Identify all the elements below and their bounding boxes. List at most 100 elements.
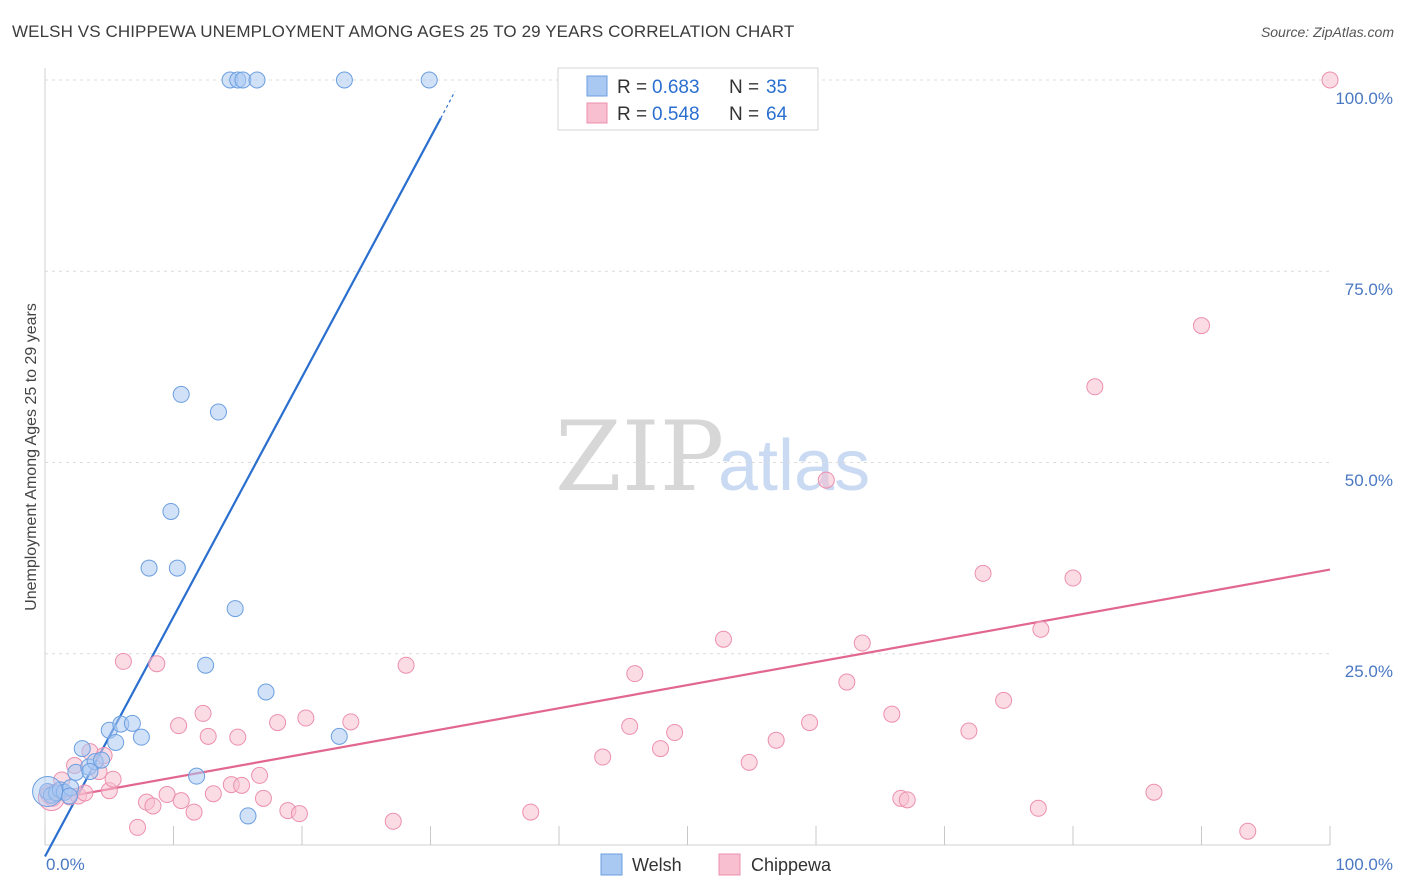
- y-axis-label: Unemployment Among Ages 25 to 29 years: [23, 303, 40, 611]
- chippewa-point: [170, 717, 188, 735]
- chippewa-point: [1321, 71, 1339, 89]
- bottom-legend-swatch-chippewa: [718, 853, 741, 876]
- welsh-point: [234, 71, 252, 89]
- welsh-point: [162, 502, 180, 520]
- chippewa-point: [838, 673, 856, 691]
- axes: [44, 68, 1331, 846]
- welsh-point: [239, 807, 257, 825]
- chippewa-point: [254, 789, 272, 807]
- welsh-point: [226, 600, 244, 618]
- welsh-points: [32, 71, 438, 825]
- chippewa-point: [114, 652, 132, 670]
- legend-swatch-chippewa: [586, 102, 608, 124]
- welsh-trend-extension: [440, 91, 456, 119]
- legend-chippewa-n-value: 64: [766, 104, 788, 125]
- welsh-point: [140, 559, 158, 577]
- legend-welsh-r-label: R =: [617, 77, 647, 98]
- welsh-point: [132, 728, 150, 746]
- welsh-point: [248, 71, 266, 89]
- chippewa-point: [158, 786, 176, 804]
- legend-chippewa-r-label: R =: [617, 104, 647, 125]
- legend-chippewa-r-value: 0.548: [652, 104, 700, 125]
- bottom-legend-welsh: Welsh: [632, 855, 682, 875]
- chippewa-point: [1086, 378, 1104, 396]
- chippewa-point: [185, 803, 203, 821]
- welsh-point: [257, 683, 275, 701]
- chippewa-point: [995, 691, 1013, 709]
- welsh-point: [123, 714, 141, 732]
- chippewa-point: [898, 791, 916, 809]
- chippewa-point: [199, 727, 217, 745]
- legend-welsh-n-value: 35: [766, 77, 787, 98]
- chippewa-point: [194, 704, 212, 722]
- welsh-point: [335, 71, 353, 89]
- chippewa-point: [1193, 317, 1210, 335]
- bottom-legend-swatch-welsh: [600, 853, 623, 876]
- chippewa-point: [269, 714, 287, 732]
- welsh-point: [107, 733, 125, 751]
- chippewa-trend-line: [44, 568, 1331, 802]
- chippewa-point: [144, 797, 162, 815]
- x-tick-label-100: 100.0%: [1335, 855, 1393, 874]
- chippewa-point: [740, 753, 758, 771]
- bottom-legend: Welsh Chippewa: [600, 853, 832, 876]
- legend-chippewa-n-label: N =: [729, 104, 759, 125]
- chippewa-point: [1029, 799, 1047, 817]
- welsh-point: [60, 787, 78, 805]
- welsh-trend-line: [44, 117, 442, 857]
- chippewa-point: [397, 656, 415, 674]
- chippewa-point: [621, 717, 639, 735]
- welsh-point: [330, 727, 348, 745]
- chippewa-point: [714, 630, 732, 648]
- chippewa-point: [129, 818, 147, 836]
- chippewa-point: [767, 731, 785, 749]
- chippewa-point: [384, 812, 402, 830]
- chippewa-point: [1145, 783, 1163, 801]
- y-tick-label-75: 75.0%: [1345, 280, 1393, 299]
- chippewa-point: [148, 655, 166, 673]
- chippewa-point: [666, 724, 684, 742]
- chippewa-point: [229, 728, 247, 746]
- grid-lines: [45, 79, 1330, 655]
- chippewa-point: [1032, 620, 1050, 638]
- chippewa-point: [172, 792, 190, 810]
- chippewa-point: [76, 784, 94, 802]
- chippewa-point: [801, 714, 819, 732]
- chippewa-point: [233, 776, 251, 794]
- bottom-legend-chippewa: Chippewa: [751, 855, 832, 875]
- welsh-point: [81, 763, 99, 781]
- chippewa-point: [626, 665, 644, 683]
- welsh-point: [73, 740, 91, 758]
- chippewa-point: [522, 803, 540, 821]
- legend-swatch-welsh: [586, 75, 608, 97]
- chippewa-point: [853, 634, 871, 652]
- welsh-point: [168, 559, 186, 577]
- chippewa-point: [104, 770, 122, 788]
- chippewa-point: [251, 766, 269, 784]
- chippewa-point: [204, 785, 222, 803]
- chippewa-point: [290, 805, 308, 823]
- chippewa-point: [974, 564, 992, 582]
- chippewa-point: [594, 748, 612, 766]
- welsh-point: [197, 656, 215, 674]
- welsh-point: [93, 751, 111, 769]
- chippewa-point: [817, 471, 835, 489]
- welsh-point: [420, 71, 438, 89]
- y-tick-label-100: 100.0%: [1335, 89, 1393, 108]
- legend-welsh-r-value: 0.683: [652, 77, 700, 98]
- y-tick-label-50: 50.0%: [1345, 471, 1393, 490]
- source-credit: Source: ZipAtlas.com: [1260, 24, 1394, 40]
- chart-title: WELSH VS CHIPPEWA UNEMPLOYMENT AMONG AGE…: [12, 22, 795, 41]
- chippewa-point: [883, 705, 901, 723]
- chippewa-point: [297, 709, 315, 727]
- welsh-point-cluster: [32, 775, 64, 807]
- legend: R = 0.683 N = 35 R = 0.548 N = 64: [557, 67, 819, 131]
- chippewa-point: [960, 722, 978, 740]
- chippewa-point: [342, 713, 360, 731]
- welsh-point: [172, 385, 190, 403]
- chippewa-point: [1239, 822, 1257, 840]
- legend-welsh-n-label: N =: [729, 77, 759, 98]
- chippewa-point: [652, 740, 670, 758]
- y-tick-label-25: 25.0%: [1345, 662, 1393, 681]
